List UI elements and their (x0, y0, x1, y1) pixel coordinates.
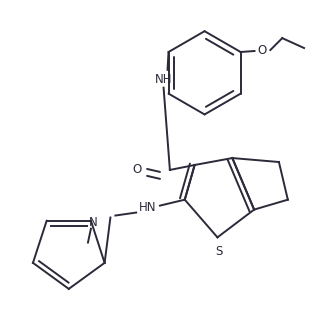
Text: N: N (89, 216, 97, 229)
Text: O: O (258, 43, 267, 57)
Text: O: O (133, 164, 142, 177)
Text: NH: NH (155, 73, 172, 86)
Text: HN: HN (139, 201, 157, 214)
Text: S: S (215, 245, 222, 258)
